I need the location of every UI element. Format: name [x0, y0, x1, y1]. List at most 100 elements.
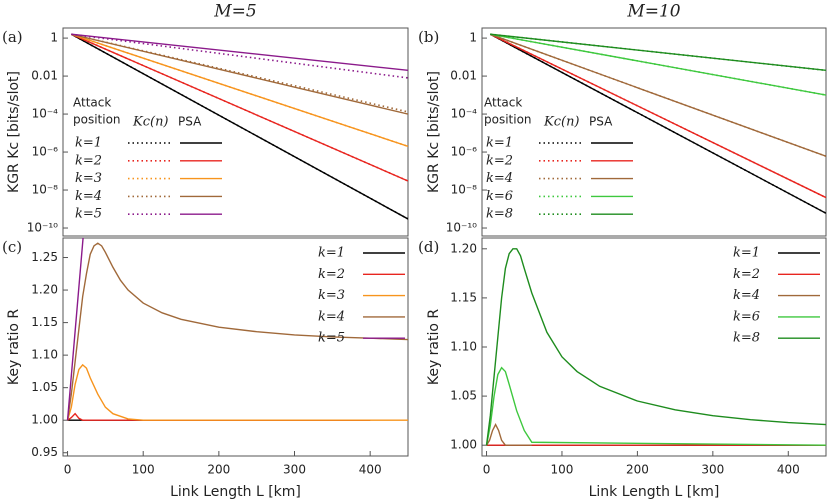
plot-area: [70, 33, 408, 220]
plot-frame: [481, 237, 827, 457]
noise-line: [489, 33, 826, 214]
y-tick-label: 10⁻⁶: [451, 145, 478, 159]
y-tick-label: 0.01: [31, 69, 58, 83]
plot-frame: [481, 27, 827, 237]
legend-header: PSA: [589, 115, 613, 129]
legend-title: Attack: [73, 96, 111, 110]
y-tick-label: 0.01: [450, 69, 477, 83]
legend-label: k=1: [733, 246, 760, 261]
y-tick-label: 1.05: [450, 389, 477, 403]
x-tick-label: 200: [626, 463, 649, 477]
legend-title: position: [73, 113, 121, 127]
panel-label: (b): [418, 28, 439, 46]
plot-frame: [62, 27, 409, 237]
y-tick-label: 1.25: [31, 250, 58, 264]
x-tick-label: 400: [359, 463, 382, 477]
series-line: [71, 33, 408, 72]
y-tick-label: 10⁻⁴: [451, 107, 478, 121]
noise-line: [71, 33, 408, 148]
panel-label: (d): [418, 238, 439, 256]
legend-header: Kc(n): [132, 115, 169, 130]
series-line: [490, 33, 826, 72]
legend-title: position: [484, 113, 532, 127]
legend-label: k=5: [75, 207, 102, 222]
y-tick-label: 0.95: [31, 445, 58, 459]
x-tick-label: 100: [132, 463, 155, 477]
y-tick-label: 1.10: [31, 348, 58, 362]
noise-line: [490, 33, 826, 96]
legend-label: k=8: [486, 207, 513, 222]
y-tick-label: 1.05: [31, 380, 58, 394]
x-tick-label: 0: [64, 463, 72, 477]
x-tick-label: 200: [207, 463, 230, 477]
series-line: [66, 363, 408, 421]
plot-area: [66, 238, 408, 421]
y-tick-label: 1.15: [31, 315, 58, 329]
panel-title: M=5: [213, 2, 256, 22]
y-tick-label: 10⁻⁸: [451, 183, 478, 197]
legend-label: k=2: [75, 153, 102, 168]
series-line: [66, 242, 408, 421]
series-line: [71, 33, 408, 115]
legend-header: Kc(n): [543, 115, 580, 130]
noise-line: [70, 33, 408, 220]
y-tick-label: 1: [469, 31, 477, 45]
y-tick-label: 1: [50, 31, 58, 45]
series-line: [67, 412, 371, 421]
legend-label: k=5: [318, 331, 345, 346]
x-tick-label: 0: [483, 463, 491, 477]
y-tick-label: 1.00: [31, 413, 58, 427]
x-tick-label: 100: [551, 463, 574, 477]
y-tick-label: 1.20: [450, 241, 477, 255]
y-tick-label: 10⁻¹⁰: [446, 221, 477, 235]
y-tick-label: 1.15: [450, 290, 477, 304]
series-line: [489, 33, 826, 199]
legend-label: k=4: [75, 189, 102, 204]
y-tick-label: 1.20: [31, 283, 58, 297]
y-tick-label: 10⁻¹⁰: [27, 221, 58, 235]
x-tick-label: 400: [777, 463, 800, 477]
x-axis-label: Link Length L [km]: [170, 484, 301, 500]
y-tick-label: 10⁻⁶: [32, 145, 59, 159]
legend-label: k=1: [75, 136, 102, 151]
legend-label: k=3: [75, 171, 102, 186]
y-tick-label: 1.00: [450, 438, 477, 452]
y-tick-label: 10⁻⁸: [32, 183, 59, 197]
legend-label: k=1: [318, 246, 345, 261]
x-tick-label: 300: [701, 463, 724, 477]
series-line: [70, 33, 408, 220]
y-axis-label: Key ratio R: [426, 309, 442, 386]
legend-label: k=4: [318, 309, 345, 324]
plot-area: [489, 33, 826, 214]
panel-label: (a): [2, 28, 23, 46]
plot-area: [485, 248, 826, 446]
legend-label: k=2: [486, 153, 513, 168]
series-line: [485, 366, 826, 446]
panel-title: M=10: [626, 2, 680, 22]
noise-line: [490, 33, 826, 158]
legend-label: k=2: [318, 267, 345, 282]
legend-title: Attack: [484, 96, 522, 110]
series-line: [485, 248, 826, 446]
legend-label: k=6: [733, 309, 760, 324]
y-axis-label: KGR Kc [bits/slot]: [426, 71, 442, 193]
legend-label: k=8: [733, 331, 760, 346]
legend-label: k=2: [733, 267, 760, 282]
x-axis-label: Link Length L [km]: [589, 484, 720, 500]
y-axis-label: KGR Kc [bits/slot]: [6, 71, 22, 193]
legend-label: k=4: [486, 171, 513, 186]
y-tick-label: 1.10: [450, 340, 477, 354]
series-line: [66, 238, 84, 421]
y-tick-label: 10⁻⁴: [32, 107, 59, 121]
y-axis-label: Key ratio R: [6, 309, 22, 386]
legend-label: k=4: [733, 288, 760, 303]
series-line: [485, 423, 532, 446]
panel-label: (c): [2, 238, 22, 256]
plot-frame: [62, 237, 409, 457]
noise-line: [489, 33, 826, 199]
x-tick-label: 300: [283, 463, 306, 477]
noise-line: [71, 33, 408, 182]
legend-label: k=3: [318, 288, 345, 303]
legend-header: PSA: [178, 115, 202, 129]
